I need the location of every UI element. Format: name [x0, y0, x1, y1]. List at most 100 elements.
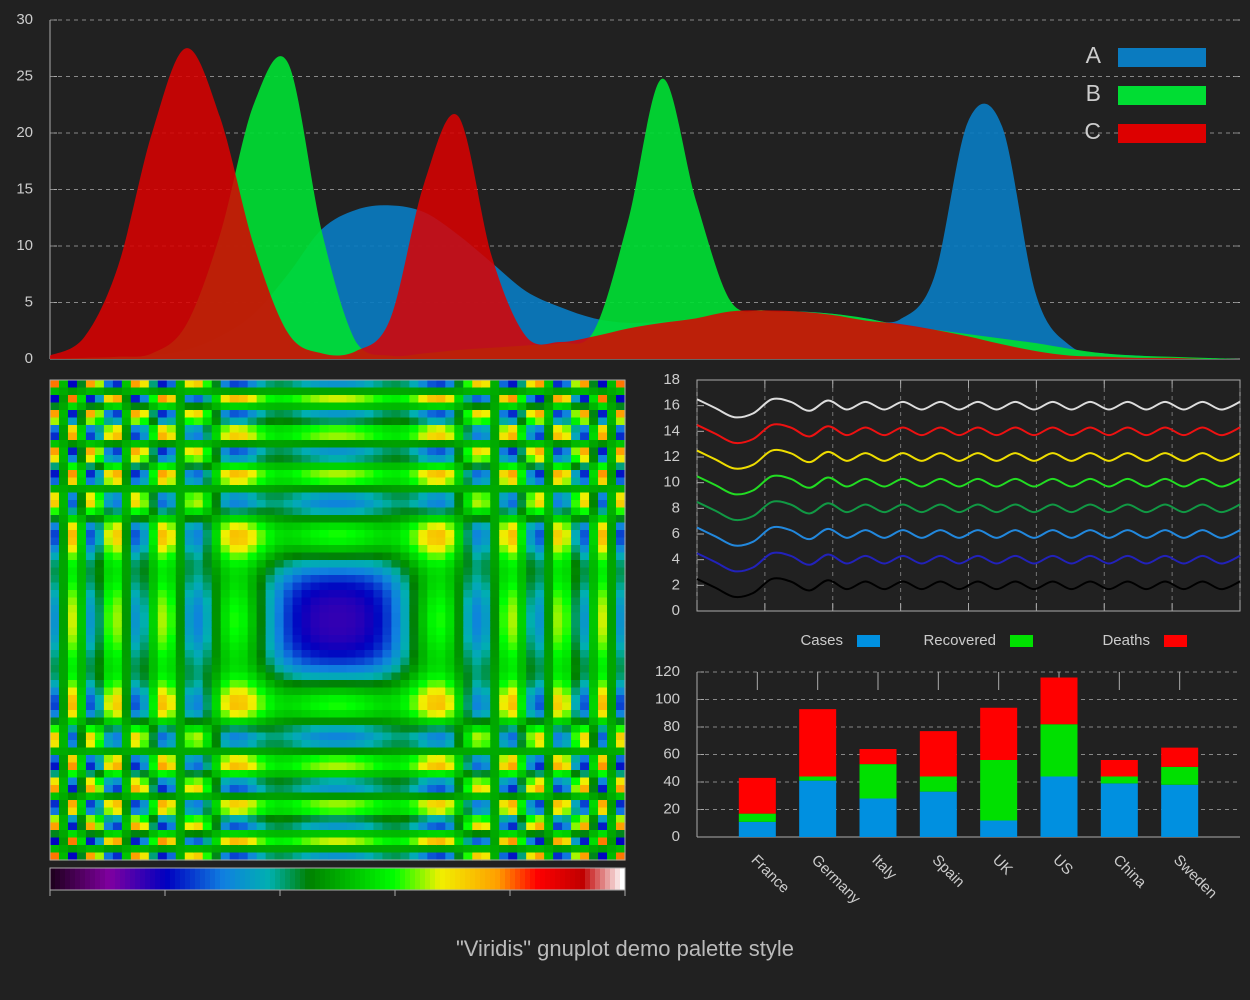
heatmap-cell	[67, 492, 78, 501]
heatmap-cell	[598, 485, 608, 494]
heatmap-cell	[202, 537, 213, 546]
heatmap-cell	[535, 417, 545, 426]
heatmap-cell	[436, 500, 446, 509]
heatmap-cell	[562, 717, 572, 726]
heatmap-cell	[508, 725, 518, 734]
heatmap-cell	[400, 650, 410, 659]
heatmap-cell	[499, 845, 509, 854]
heatmap-cell	[445, 575, 455, 584]
heatmap-cell	[517, 740, 527, 749]
heatmap-cell	[526, 552, 536, 561]
heatmap-cell	[256, 582, 267, 591]
heatmap-cell	[175, 755, 186, 764]
heatmap-cell	[589, 380, 599, 389]
heatmap-cell	[391, 470, 401, 479]
heatmap-cell	[391, 747, 401, 756]
heatmap-cell	[409, 387, 419, 396]
heatmap-cell	[328, 410, 339, 419]
heatmap-cell	[382, 635, 393, 644]
heatmap-cell	[373, 837, 384, 846]
heatmap-cell	[247, 582, 258, 591]
heatmap-cell	[319, 537, 330, 546]
heatmap-cell	[193, 627, 204, 636]
heatmap-cell	[436, 380, 446, 389]
heatmap-cell	[283, 620, 294, 629]
heatmap-cell	[364, 800, 375, 809]
heatmap-cell	[481, 605, 491, 614]
heatmap-cell	[391, 582, 401, 591]
heatmap-cell	[50, 410, 60, 419]
heatmap-cell	[166, 777, 177, 786]
heatmap-cell	[463, 792, 473, 801]
heatmap-cell	[211, 680, 222, 689]
heatmap-cell	[247, 575, 258, 584]
heatmap-cell	[526, 702, 536, 711]
colorbar-cell	[495, 868, 501, 890]
heatmap-cell	[50, 732, 60, 741]
heatmap-cell	[517, 702, 527, 711]
heatmap-cell	[94, 537, 105, 546]
heatmap-cell	[256, 642, 267, 651]
heatmap-cell	[103, 447, 114, 456]
heatmap-cell	[148, 642, 159, 651]
heatmap-cell	[418, 507, 428, 516]
heatmap-cell	[265, 402, 276, 411]
heatmap-cell	[238, 597, 249, 606]
heatmap-cell	[436, 560, 446, 569]
heatmap-cell	[157, 762, 168, 771]
heatmap-cell	[184, 402, 195, 411]
heatmap-cell	[427, 717, 437, 726]
heatmap-cell	[571, 702, 581, 711]
heatmap-cell	[526, 432, 536, 441]
heatmap-cell	[400, 747, 410, 756]
heatmap-cell	[238, 537, 249, 546]
heatmap-cell	[490, 747, 500, 756]
colorbar-cell	[205, 868, 211, 890]
heatmap-cell	[94, 455, 105, 464]
heatmap-cell	[571, 747, 581, 756]
heatmap-cell	[103, 650, 114, 659]
heatmap-cell	[175, 762, 186, 771]
heatmap-cell	[256, 687, 267, 696]
heatmap-cell	[94, 545, 105, 554]
heatmap-cell	[598, 597, 608, 606]
heatmap-cell	[211, 732, 222, 741]
heatmap-cell	[580, 627, 590, 636]
heatmap-cell	[319, 815, 330, 824]
heatmap-cell	[148, 410, 159, 419]
colorbar-cell	[240, 868, 246, 890]
heatmap-cell	[508, 545, 518, 554]
heatmap-cell	[409, 620, 419, 629]
heatmap-cell	[112, 792, 123, 801]
heatmap-cell	[130, 455, 141, 464]
heatmap-cell	[112, 755, 123, 764]
heatmap-cell	[607, 560, 617, 569]
heatmap-cell	[184, 380, 195, 389]
heatmap-cell	[94, 612, 105, 621]
heatmap-cell	[157, 725, 168, 734]
colorbar-cell	[235, 868, 241, 890]
heatmap-cell	[508, 552, 518, 561]
heatmap-cell	[94, 402, 105, 411]
heatmap-cell	[490, 470, 500, 479]
heatmap-cell	[319, 395, 330, 404]
heatmap-cell	[58, 620, 69, 629]
heatmap-cell	[283, 447, 294, 456]
heatmap-cell	[319, 852, 330, 861]
heatmap-cell	[76, 590, 87, 599]
heatmap-cell	[292, 560, 303, 569]
heatmap-cell	[400, 590, 410, 599]
colorbar-cell	[360, 868, 366, 890]
colorbar-cell	[225, 868, 231, 890]
heatmap-cell	[310, 470, 321, 479]
heatmap-cell	[418, 830, 428, 839]
heatmap-cell	[193, 440, 204, 449]
heatmap-cell	[166, 635, 177, 644]
heatmap-cell	[112, 635, 123, 644]
heatmap-cell	[346, 830, 357, 839]
heatmap-cell	[607, 567, 617, 576]
heatmap-cell	[562, 755, 572, 764]
heatmap-cell	[103, 792, 114, 801]
heatmap-cell	[508, 582, 518, 591]
heatmap-cell	[553, 620, 563, 629]
